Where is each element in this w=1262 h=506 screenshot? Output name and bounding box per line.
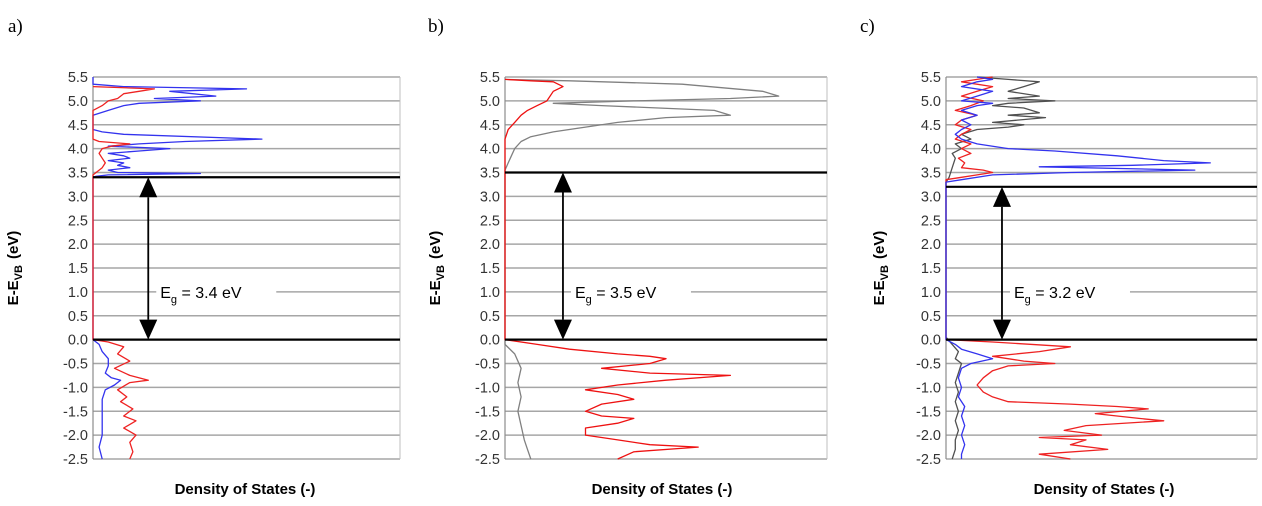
y-tick-label: 0.0 bbox=[480, 333, 500, 349]
y-axis-title: E-EVB(eV) bbox=[5, 231, 25, 306]
band-gap-label: Eg = 3.5 eV bbox=[575, 285, 657, 306]
y-tick-label: 4.0 bbox=[68, 142, 88, 158]
band-gap-label-bg bbox=[1009, 279, 1130, 306]
y-tick-label: 4.0 bbox=[921, 142, 941, 158]
y-tick-label: 4.5 bbox=[480, 118, 500, 134]
dos-series-line bbox=[504, 78, 780, 460]
y-tick-label: -1.5 bbox=[475, 404, 500, 420]
y-tick-label: 1.0 bbox=[68, 285, 88, 301]
y-tick-label: -2.5 bbox=[63, 452, 88, 468]
y-tick-label: -0.5 bbox=[916, 357, 941, 373]
y-tick-label: 4.5 bbox=[68, 118, 88, 134]
y-tick-label: 5.5 bbox=[921, 70, 941, 86]
y-tick-label: 2.0 bbox=[921, 237, 941, 253]
y-tick-label: -2.0 bbox=[475, 428, 500, 444]
y-tick-label: -2.0 bbox=[63, 428, 88, 444]
y-tick-label: 2.5 bbox=[480, 213, 500, 229]
y-axis-title: E-EVB(eV) bbox=[871, 231, 891, 306]
arrow-up-icon bbox=[139, 177, 158, 198]
y-tick-label: 3.0 bbox=[480, 189, 500, 205]
y-tick-label: 5.0 bbox=[480, 94, 500, 110]
y-tick-label: 5.0 bbox=[921, 94, 941, 110]
panel-label: b) bbox=[428, 16, 444, 37]
y-tick-label: -0.5 bbox=[475, 357, 500, 373]
arrow-up-icon bbox=[992, 186, 1011, 207]
y-tick-label: 1.0 bbox=[921, 285, 941, 301]
y-tick-label: 1.5 bbox=[921, 261, 941, 277]
panel-label: a) bbox=[8, 16, 23, 37]
y-tick-label: 0.0 bbox=[921, 333, 941, 349]
y-tick-label: -2.5 bbox=[475, 452, 500, 468]
y-tick-label: -2.5 bbox=[916, 452, 941, 468]
y-tick-label: 2.0 bbox=[480, 237, 500, 253]
dos-series-line bbox=[92, 85, 156, 460]
band-gap-label-bg bbox=[570, 279, 691, 306]
arrow-down-icon bbox=[553, 319, 572, 340]
y-axis-title: E-EVB(eV) bbox=[427, 231, 447, 306]
band-gap-label: Eg = 3.2 eV bbox=[1014, 285, 1096, 306]
y-tick-label: 3.0 bbox=[68, 189, 88, 205]
band-gap-label-bg bbox=[156, 279, 277, 306]
y-tick-label: -1.0 bbox=[916, 380, 941, 396]
arrow-down-icon bbox=[992, 319, 1011, 340]
y-tick-label: 3.5 bbox=[921, 166, 941, 182]
arrow-down-icon bbox=[139, 319, 158, 340]
panel-a: a) 5.5 5.0 4.5 4.0 3.5 3.0 2.5 2.0 1.5 1.0 0.5 0.0 -0… bbox=[5, 16, 401, 498]
y-tick-label: 1.0 bbox=[480, 285, 500, 301]
y-tick-label: -1.0 bbox=[475, 380, 500, 396]
y-tick-label: -2.0 bbox=[916, 428, 941, 444]
y-tick-label: 5.5 bbox=[68, 70, 88, 86]
y-tick-label: 0.5 bbox=[921, 309, 941, 325]
dos-series-line bbox=[945, 76, 1211, 459]
dos-series-line bbox=[92, 77, 263, 460]
y-tick-label: 4.0 bbox=[480, 142, 500, 158]
x-axis-title: Density of States (-) bbox=[1034, 481, 1175, 498]
y-tick-label: 1.5 bbox=[68, 261, 88, 277]
y-tick-label: 4.5 bbox=[921, 118, 941, 134]
y-tick-label: 3.0 bbox=[921, 189, 941, 205]
x-axis-title: Density of States (-) bbox=[175, 481, 316, 498]
y-tick-label: 0.5 bbox=[480, 309, 500, 325]
y-tick-label: 3.5 bbox=[480, 166, 500, 182]
y-tick-label: 5.5 bbox=[480, 70, 500, 86]
panel-c: c) 5.5 5.0 4.5 4.0 3.5 3.0 2.5 2.0 1.5 1.0 0.5 0.0 -0… bbox=[860, 16, 1258, 498]
y-tick-label: -1.5 bbox=[916, 404, 941, 420]
y-tick-label: -1.0 bbox=[63, 380, 88, 396]
y-tick-label: 0.5 bbox=[68, 309, 88, 325]
band-gap-label: Eg = 3.4 eV bbox=[160, 285, 242, 306]
panel-b: b) 5.5 5.0 4.5 4.0 3.5 3.0 2.5 2.0 1.5 1.0 0.5 0.0 -0… bbox=[427, 16, 828, 498]
arrow-up-icon bbox=[553, 172, 572, 193]
dos-series-line bbox=[504, 78, 732, 460]
y-tick-label: 2.0 bbox=[68, 237, 88, 253]
y-tick-label: -1.5 bbox=[63, 404, 88, 420]
x-axis-title: Density of States (-) bbox=[592, 481, 733, 498]
y-tick-label: 2.5 bbox=[68, 213, 88, 229]
dos-series-line bbox=[945, 76, 1056, 460]
y-tick-label: 3.5 bbox=[68, 166, 88, 182]
panel-label: c) bbox=[860, 16, 875, 37]
y-tick-label: -0.5 bbox=[63, 357, 88, 373]
y-tick-label: 5.0 bbox=[68, 94, 88, 110]
y-tick-label: 0.0 bbox=[68, 333, 88, 349]
y-tick-label: 1.5 bbox=[480, 261, 500, 277]
y-tick-label: 2.5 bbox=[921, 213, 941, 229]
